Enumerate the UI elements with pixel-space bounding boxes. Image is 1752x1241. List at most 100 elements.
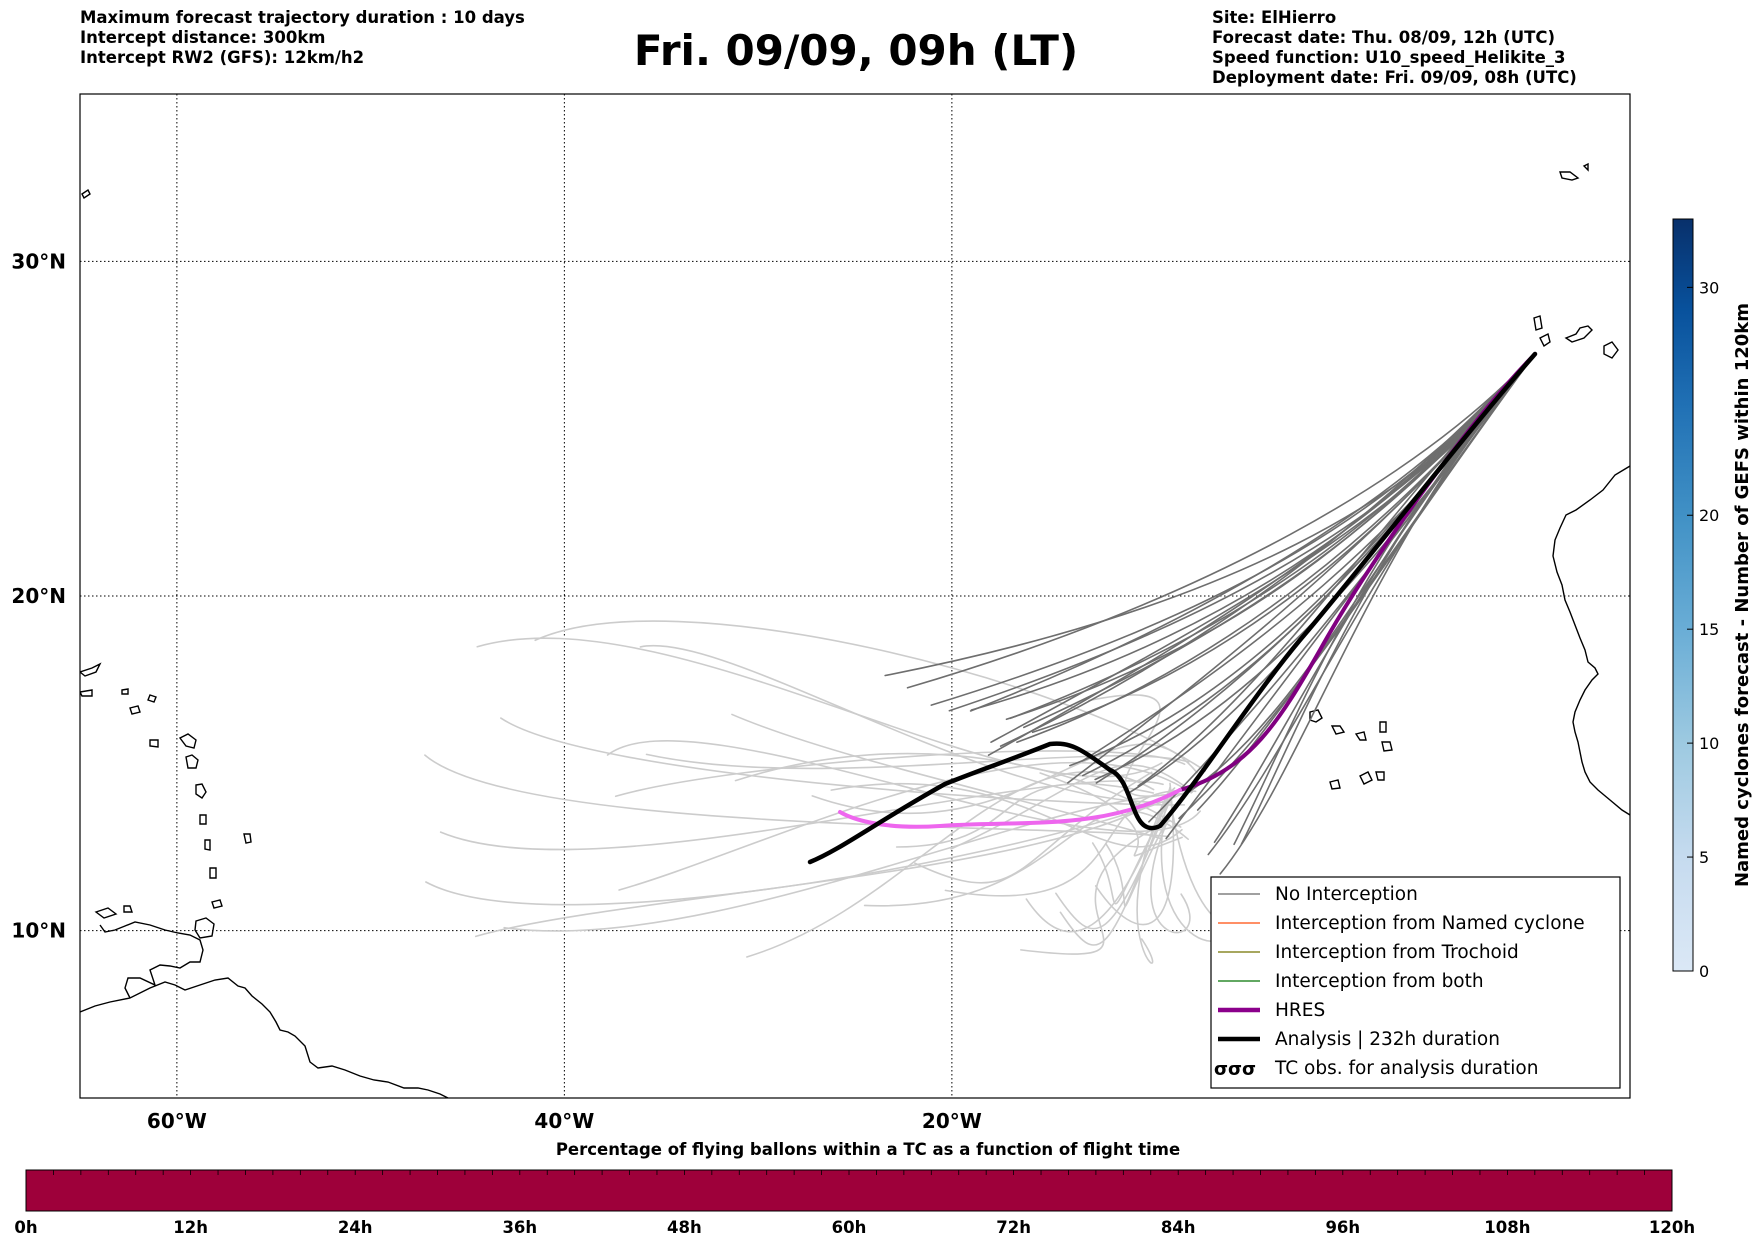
colorbar-cyclones-tick-label: 15: [1699, 620, 1719, 639]
coast-lesser-antilles-2: [195, 783, 207, 799]
intercept-rw2-text: Intercept RW2 (GFS): 12km/h2: [80, 48, 365, 67]
legend-entry: Interception from Named cyclone: [1218, 913, 1585, 934]
page-title: Fri. 09/09, 09h (LT): [633, 26, 1079, 75]
colorbar-flight-time: Percentage of flying ballons within a TC…: [14, 1140, 1695, 1237]
tc-obs-symbol-icon: σσσ: [1214, 1059, 1256, 1080]
legend-entry: Interception from both: [1218, 971, 1484, 992]
colorbar-flight-time-tick-label: 96h: [1325, 1218, 1360, 1237]
colorbar-cyclones-gradient: [1672, 218, 1694, 972]
coast-leewards: [121, 688, 157, 715]
ensemble-tail-path: [863, 810, 1189, 907]
coast-lesser-antilles-5: [209, 867, 217, 879]
legend-label: HRES: [1275, 1000, 1325, 1021]
colorbar-flight-time-tick-label: 24h: [338, 1218, 373, 1237]
coastlines: [80, 162, 1630, 1098]
ensemble-tail-path: [439, 780, 1164, 851]
intercept-distance-text: Intercept distance: 300km: [80, 28, 326, 47]
colorbar-cyclones-tick: 10: [1687, 734, 1719, 753]
colorbar-cyclones-tick: 15: [1687, 620, 1719, 639]
coast-guadeloupe: [178, 733, 197, 749]
ensemble-tail-path: [425, 792, 1185, 906]
forecast-date-text: Forecast date: Thu. 08/09, 12h (UTC): [1212, 28, 1556, 47]
colorbar-cyclones-tick: 20: [1687, 506, 1719, 525]
colorbar-flight-time-tick-label: 108h: [1484, 1218, 1530, 1237]
colorbar-flight-time-tick-label: 0h: [14, 1218, 37, 1237]
trajectory-layer: [424, 351, 1538, 964]
coast-lesser-antilles-4: [204, 839, 211, 851]
coast-tobago: [211, 899, 223, 909]
ensemble-tail-path: [895, 782, 1155, 848]
lon-tick-label: 20°W: [922, 1109, 982, 1133]
coast-bahamas: [81, 188, 91, 200]
coast-madeira: [1559, 162, 1589, 181]
legend-label: Interception from Named cyclone: [1275, 913, 1585, 934]
ensemble-loop-path: [1091, 797, 1171, 905]
lon-tick-label: 40°W: [534, 1109, 594, 1133]
header-left-info: Maximum forecast trajectory duration : 1…: [80, 8, 525, 68]
colorbar-cyclones-tick: 30: [1687, 278, 1719, 297]
lon-tick-label: 60°W: [147, 1109, 207, 1133]
colorbar-cyclones-tick-label: 30: [1699, 278, 1719, 297]
colorbar-flight-time-title: Percentage of flying ballons within a TC…: [556, 1140, 1180, 1159]
legend-entry: HRES: [1218, 1000, 1325, 1021]
legend-entry: No Interception: [1218, 884, 1418, 905]
ensemble-tail-path: [424, 754, 1170, 838]
colorbar-cyclones-tick-label: 20: [1699, 506, 1719, 525]
max-duration-text: Maximum forecast trajectory duration : 1…: [80, 8, 525, 27]
ensemble-path: [1207, 353, 1536, 856]
colorbar-flight-time-tick-label: 12h: [173, 1218, 208, 1237]
colorbar-flight-time-tick-label: 84h: [1161, 1218, 1196, 1237]
coast-abc-islands: [94, 905, 133, 919]
coast-trinidad: [194, 917, 215, 939]
map-area: 60°W 40°W 20°W 30°N 20°N 10°N No Interception…: [11, 93, 1631, 1133]
ensemble-tail-path: [1020, 820, 1170, 955]
header-right-info: Site: ElHierro Forecast date: Thu. 08/09…: [1212, 8, 1577, 88]
colorbar-flight-time-tick-label: 60h: [832, 1218, 867, 1237]
ensemble-loop-path: [1025, 788, 1171, 933]
colorbar-flight-time-tick-label: 72h: [996, 1218, 1031, 1237]
coast-antigua: [149, 739, 159, 748]
colorbar-flight-time-tick-label: 48h: [667, 1218, 702, 1237]
colorbar-cyclones-tick: 5: [1687, 848, 1709, 867]
legend-entry: Analysis | 232h duration: [1218, 1029, 1500, 1050]
legend-label: Interception from both: [1275, 971, 1484, 992]
ensemble-tail-path: [606, 739, 1201, 833]
lat-tick-label: 30°N: [11, 249, 66, 273]
colorbar-cyclones-tick-label: 0: [1699, 962, 1709, 981]
ensemble-loop-path: [1150, 814, 1191, 934]
coast-canary-islands: [1533, 315, 1619, 359]
ensemble-path: [987, 353, 1536, 756]
site-text: Site: ElHierro: [1212, 8, 1337, 27]
coast-barbados: [243, 833, 252, 844]
colorbar-cyclones-tick-label: 5: [1699, 848, 1709, 867]
legend-entry: Interception from Trochoid: [1218, 942, 1519, 963]
lat-tick-label: 10°N: [11, 919, 66, 943]
ensemble-tail-path: [618, 761, 1193, 891]
legend: No Interception Interception from Named c…: [1210, 876, 1621, 1089]
lat-tick-label: 20°N: [11, 584, 66, 608]
coast-venezuela-north: [99, 921, 204, 999]
ensemble-tail-path: [944, 789, 1197, 897]
legend-label: No Interception: [1275, 884, 1418, 905]
colorbar-flight-time-tick-label: 36h: [502, 1218, 537, 1237]
legend-box: [1210, 876, 1621, 1089]
speed-function-text: Speed function: U10_speed_Helikite_3: [1212, 48, 1566, 67]
coast-africa: [1552, 465, 1630, 816]
ensemble-path: [906, 353, 1536, 689]
colorbar-cyclones-label: Named cyclones forecast - Number of GEFS…: [1732, 303, 1752, 887]
ensemble-tail-path: [500, 717, 1186, 806]
map-frame: [79, 93, 1631, 1099]
coast-lesser-antilles-1: [185, 754, 199, 769]
colorbar-cyclones: Named cyclones forecast - Number of GEFS…: [1672, 218, 1752, 981]
legend-label: Analysis | 232h duration: [1275, 1029, 1500, 1050]
coast-virgin-islands: [80, 662, 102, 697]
ensemble-loop-path: [1105, 813, 1171, 907]
coast-caribbean-mainland: [80, 977, 449, 1098]
colorbar-flight-time-tick-label: 120h: [1649, 1218, 1695, 1237]
legend-label: TC obs. for analysis duration: [1274, 1058, 1538, 1079]
coast-cape-verde: [1309, 709, 1393, 790]
ensemble-tail-path: [639, 644, 1165, 804]
ensemble-loop-path: [1055, 799, 1171, 930]
colorbar-cyclones-tick-label: 10: [1699, 734, 1719, 753]
